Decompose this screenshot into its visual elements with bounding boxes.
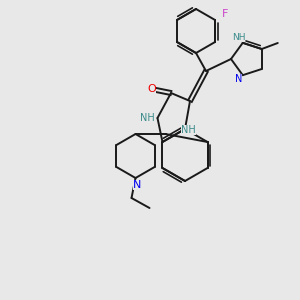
Text: O: O (148, 84, 156, 94)
Text: NH: NH (232, 33, 245, 42)
Text: NH: NH (181, 125, 196, 135)
Text: N: N (235, 74, 242, 84)
Text: N: N (133, 180, 142, 190)
Text: F: F (222, 9, 228, 19)
Text: NH: NH (140, 113, 155, 123)
